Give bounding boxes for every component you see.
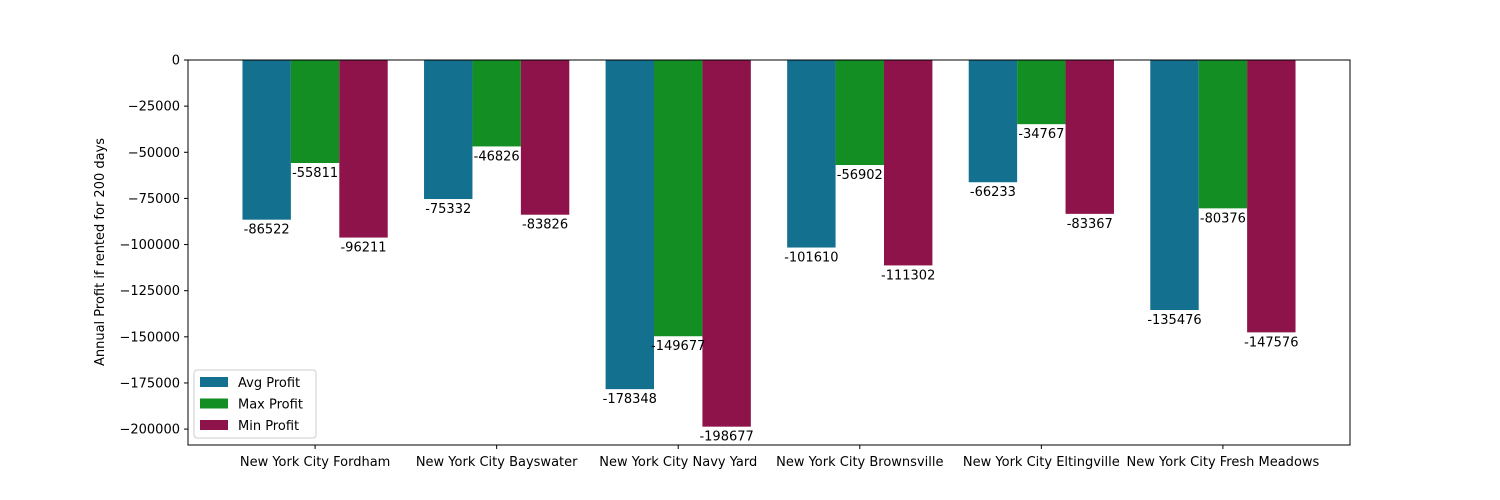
y-tick-label-7: −150000 bbox=[119, 330, 180, 345]
bars-group bbox=[242, 60, 1296, 427]
x-tick-label-4: New York City Brownsville bbox=[776, 455, 943, 470]
y-axis-label-group: Annual Profit if rented for 200 days bbox=[93, 138, 108, 366]
data-label-3-5: -83367 bbox=[1067, 217, 1113, 232]
data-label-1-2: -75332 bbox=[425, 202, 471, 217]
y-tick-label-9: −200000 bbox=[119, 423, 180, 438]
bar-1-2 bbox=[424, 60, 473, 200]
data-label-3-2: -83826 bbox=[522, 218, 568, 233]
bar-3-4 bbox=[883, 60, 933, 266]
data-label-2-5: -34767 bbox=[1018, 127, 1064, 142]
x-tick-label-2: New York City Bayswater bbox=[416, 455, 578, 470]
x-tick-label-6: New York City Fresh Meadows bbox=[1127, 455, 1320, 470]
legend: Avg Profit Max Profit Min Profit bbox=[193, 369, 317, 439]
legend-swatch-2 bbox=[200, 398, 228, 409]
legend-swatch-3 bbox=[200, 420, 228, 430]
y-tick-label-5: −100000 bbox=[119, 238, 180, 253]
data-label-1-3: -178348 bbox=[603, 392, 657, 407]
data-labels-group: -86522 -75332 -178348 -101610 -66233 -135476 -… bbox=[244, 127, 1299, 445]
data-label-3-3: -198677 bbox=[699, 430, 753, 445]
data-label-3-4: -111302 bbox=[881, 268, 935, 283]
x-tick-label-1: New York City Fordham bbox=[240, 455, 390, 470]
bar-2-1 bbox=[290, 60, 340, 164]
data-label-2-3: -149677 bbox=[651, 339, 705, 354]
bar-1-1 bbox=[242, 60, 291, 220]
y-tick-label-2: −25000 bbox=[128, 100, 180, 115]
data-label-1-4: -101610 bbox=[784, 251, 838, 266]
data-label-3-6: -147576 bbox=[1244, 335, 1298, 350]
x-tick-label-3: New York City Navy Yard bbox=[599, 455, 757, 470]
bar-1-5 bbox=[968, 60, 1018, 183]
legend-label-1: Avg Profit bbox=[238, 376, 300, 391]
bar-1-4 bbox=[787, 60, 836, 248]
data-label-2-1: -55811 bbox=[292, 166, 338, 181]
bar-2-2 bbox=[472, 60, 521, 147]
y-tick-label-4: −75000 bbox=[128, 192, 180, 207]
y-axis: 0 −25000 −50000 −75000 −100000 −125000 −150000… bbox=[119, 54, 188, 438]
legend-label-3: Min Profit bbox=[238, 419, 299, 434]
bar-3-6 bbox=[1247, 60, 1296, 333]
bar-2-4 bbox=[835, 60, 884, 166]
x-tick-label-5: New York City Eltingville bbox=[963, 455, 1120, 470]
y-tick-label-1: 0 bbox=[172, 54, 180, 69]
bar-3-5 bbox=[1065, 60, 1114, 214]
bar-3-1 bbox=[339, 60, 388, 238]
x-axis: New York City Fordham New York City Baysw… bbox=[240, 445, 1320, 470]
y-tick-label-8: −175000 bbox=[119, 376, 180, 391]
legend-swatch-1 bbox=[200, 377, 228, 387]
data-label-1-5: -66233 bbox=[970, 185, 1016, 200]
bar-2-3 bbox=[654, 60, 703, 337]
bar-3-3 bbox=[702, 60, 751, 427]
data-label-1-1: -86522 bbox=[244, 223, 290, 238]
y-tick-label-6: −125000 bbox=[119, 284, 180, 299]
y-axis-label: Annual Profit if rented for 200 days bbox=[93, 138, 108, 366]
bar-1-3 bbox=[605, 60, 655, 390]
legend-label-2: Max Profit bbox=[238, 398, 303, 413]
bar-2-6 bbox=[1198, 60, 1248, 209]
data-label-2-6: -80376 bbox=[1200, 211, 1246, 226]
data-label-3-1: -96211 bbox=[340, 241, 386, 256]
y-tick-label-3: −50000 bbox=[128, 146, 180, 161]
bar-1-6 bbox=[1150, 60, 1199, 311]
bar-3-2 bbox=[520, 60, 570, 215]
plot-frame bbox=[187, 59, 1351, 446]
bar-2-5 bbox=[1017, 60, 1066, 125]
data-label-2-2: -46826 bbox=[474, 149, 520, 164]
data-label-1-6: -135476 bbox=[1147, 313, 1201, 328]
data-label-2-4: -56902 bbox=[837, 168, 883, 183]
